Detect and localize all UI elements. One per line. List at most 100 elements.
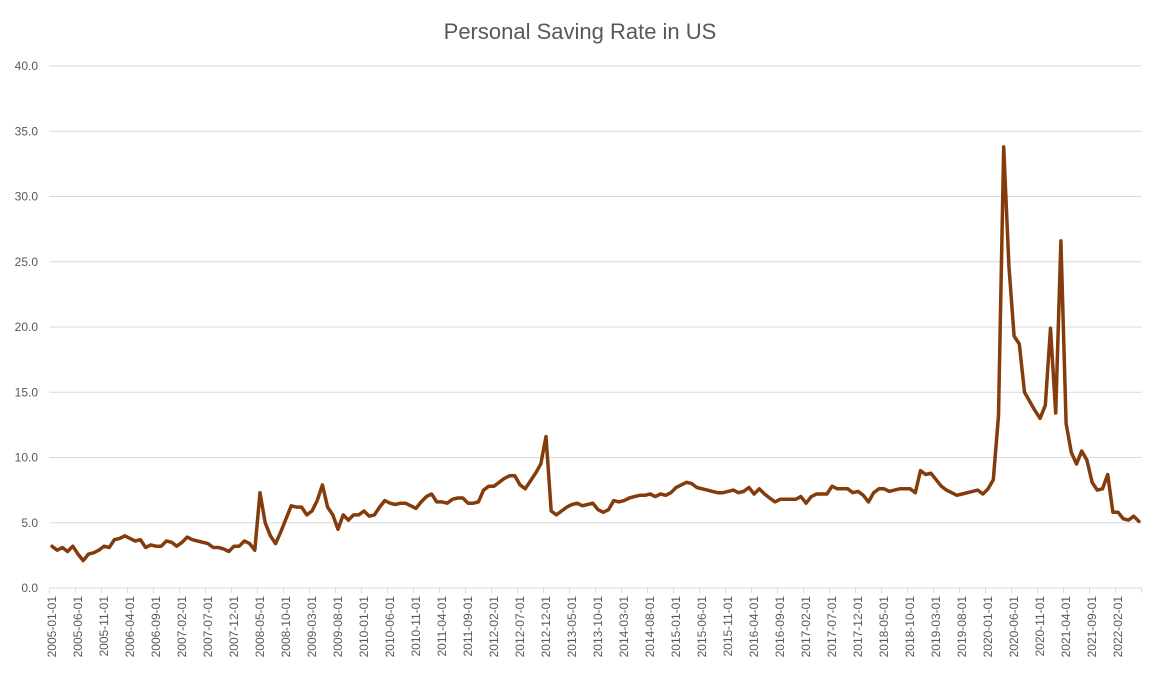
data-point [494,486,495,487]
data-point [379,507,380,508]
data-point [473,503,474,504]
data-point [904,488,905,489]
x-tick-label: 2022-02-01 [1111,596,1125,658]
data-point [364,511,365,512]
x-tick-label: 2011-09-01 [461,596,475,657]
data-point [483,490,484,491]
data-point [748,487,749,488]
data-point [52,546,53,547]
data-point [572,504,573,505]
x-tick-label: 2007-12-01 [227,596,241,658]
chart-title: Personal Saving Rate in US [444,19,717,44]
data-point [754,494,755,495]
data-point [660,494,661,495]
data-point [348,520,349,521]
data-point [795,499,796,500]
data-point [1102,488,1103,489]
data-point [733,490,734,491]
x-tick-label: 2020-06-01 [1007,596,1021,658]
data-point [598,509,599,510]
data-point [676,487,677,488]
data-point [535,473,536,474]
data-point [150,544,151,545]
data-point [270,535,271,536]
data-point [208,543,209,544]
data-point [213,547,214,548]
data-point [587,504,588,505]
data-point [291,505,292,506]
data-point [119,538,120,539]
x-tick-label: 2013-05-01 [565,596,579,658]
data-point [426,496,427,497]
data-point [1081,450,1082,451]
data-point [946,490,947,491]
x-tick-label: 2014-08-01 [643,596,657,658]
data-point [780,499,781,500]
data-point [878,488,879,489]
data-point [1092,482,1093,483]
y-tick-label: 25.0 [15,255,39,269]
data-point [613,500,614,501]
data-point [1040,418,1041,419]
data-point [1076,464,1077,465]
data-point [863,495,864,496]
data-point [202,542,203,543]
data-point [130,538,131,539]
data-point [374,514,375,515]
data-point [405,503,406,504]
data-point [925,474,926,475]
data-point [603,512,604,513]
x-tick-label: 2021-04-01 [1059,596,1073,658]
y-tick-label: 30.0 [15,190,39,204]
data-point [192,539,193,540]
x-tick-label: 2005-06-01 [71,596,85,658]
data-point [442,501,443,502]
data-point [421,501,422,502]
x-tick-label: 2017-07-01 [825,596,839,658]
data-point [384,500,385,501]
x-tick-label: 2010-01-01 [357,596,371,658]
data-point [1045,405,1046,406]
data-point [608,509,609,510]
series-line [50,145,1141,563]
data-point [317,500,318,501]
y-tick-label: 20.0 [15,320,39,334]
x-tick-label: 2009-03-01 [305,596,319,658]
data-point [72,546,73,547]
data-point [62,547,63,548]
data-point [1118,512,1119,513]
data-point [416,508,417,509]
data-point [223,548,224,549]
y-tick-label: 35.0 [15,124,39,138]
x-tick-label: 2008-10-01 [279,596,293,658]
data-point [967,492,968,493]
data-point [1055,413,1056,414]
data-point [1107,474,1108,475]
data-point [182,542,183,543]
data-point [644,495,645,496]
x-tick-label: 2012-02-01 [487,596,501,658]
data-point [800,496,801,497]
data-point [884,488,885,489]
data-point [358,514,359,515]
data-point [145,547,146,548]
x-tick-label: 2010-11-01 [409,596,423,657]
data-point [1060,240,1061,241]
data-point [462,497,463,498]
data-point [556,514,557,515]
data-point [239,546,240,547]
data-point [832,486,833,487]
data-point [728,491,729,492]
x-tick-label: 2005-11-01 [97,596,111,657]
data-point [764,494,765,495]
data-point [327,507,328,508]
data-point [889,491,890,492]
data-point [988,488,989,489]
data-point [114,539,115,540]
data-point [743,491,744,492]
data-point [1086,460,1087,461]
data-point [390,503,391,504]
data-point [769,497,770,498]
data-point [410,505,411,506]
